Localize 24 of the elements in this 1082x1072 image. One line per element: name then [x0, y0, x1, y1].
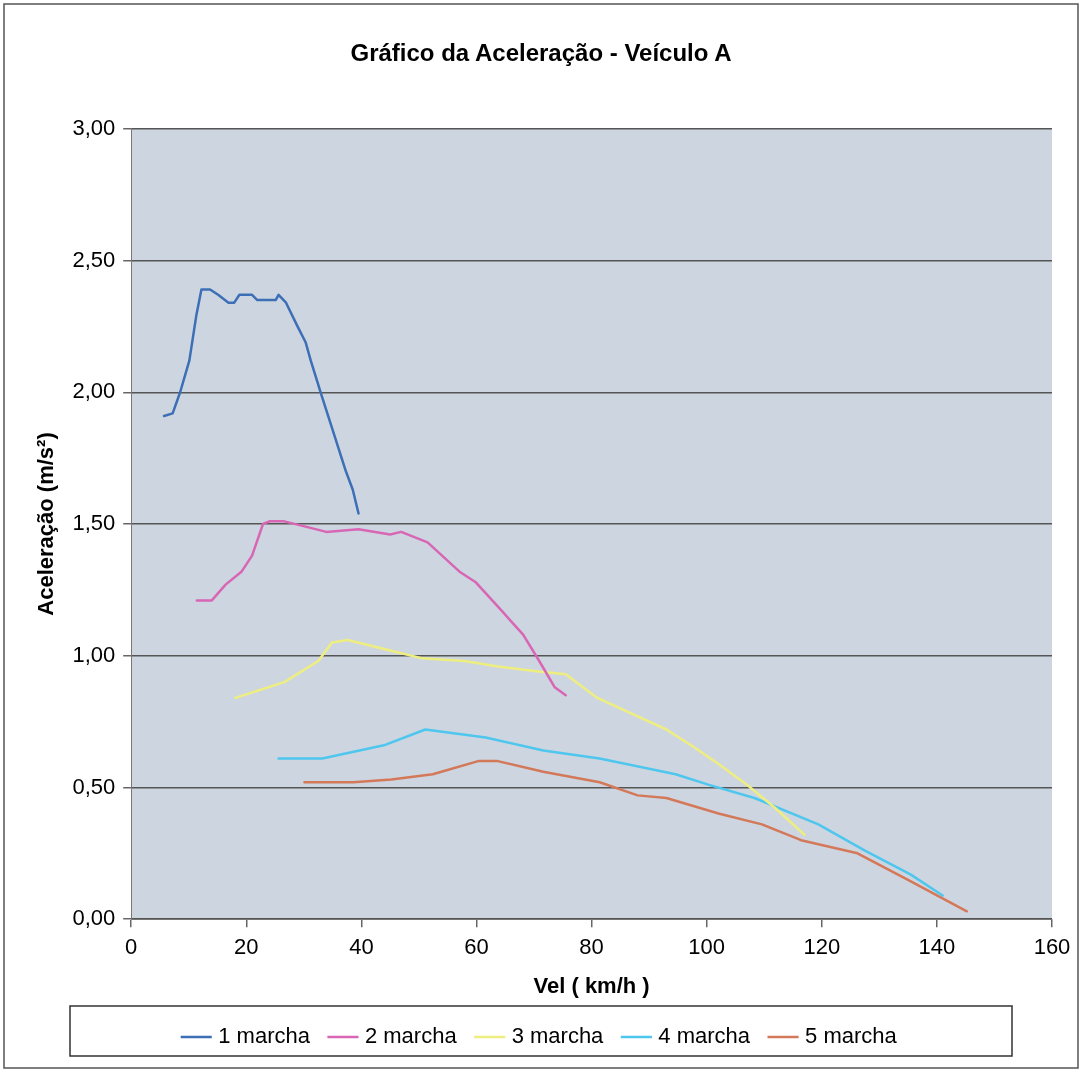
- x-tick-label: 40: [349, 934, 374, 960]
- y-tick-label: 1,50: [72, 510, 116, 536]
- legend-label: 2 marcha: [364, 1023, 458, 1049]
- y-tick-label: 3,00: [72, 114, 116, 140]
- y-tick-label: 2,00: [72, 378, 116, 404]
- legend-label: 1 marcha: [218, 1023, 311, 1049]
- y-axis-title: Aceleração (m/s²): [33, 432, 59, 616]
- y-tick-label: 1,00: [72, 641, 116, 667]
- y-tick-label: 0,00: [72, 905, 116, 931]
- x-axis-title: Vel ( km/h ): [533, 972, 650, 998]
- chart-title: Gráfico da Aceleração - Veículo A: [350, 39, 732, 67]
- x-tick-label: 0: [125, 934, 138, 960]
- x-tick-label: 140: [918, 934, 956, 960]
- x-tick-label: 80: [579, 934, 604, 960]
- legend-label: 4 marcha: [658, 1023, 751, 1049]
- legend-label: 5 marcha: [805, 1023, 898, 1049]
- x-tick-label: 160: [1033, 934, 1071, 960]
- x-tick-label: 60: [464, 934, 489, 960]
- x-tick-label: 20: [234, 934, 259, 960]
- x-tick-label: 100: [688, 934, 726, 960]
- legend-label: 3 marcha: [511, 1023, 605, 1049]
- y-tick-label: 2,50: [72, 246, 116, 272]
- y-tick-label: 0,50: [72, 773, 116, 799]
- x-tick-label: 120: [803, 934, 841, 960]
